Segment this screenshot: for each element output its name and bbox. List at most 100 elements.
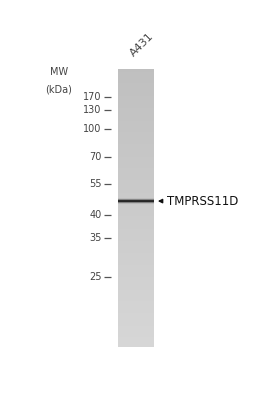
Bar [117, 244, 154, 246]
Bar [117, 100, 154, 102]
Bar [117, 174, 154, 176]
Bar [117, 320, 154, 322]
Bar [117, 169, 154, 171]
Bar [117, 173, 154, 175]
Bar [117, 280, 154, 282]
Bar [117, 165, 154, 166]
Bar [117, 83, 154, 85]
Bar [117, 96, 154, 97]
Bar [117, 200, 154, 201]
Bar [117, 258, 154, 260]
Bar [117, 69, 154, 71]
Bar [117, 290, 154, 291]
Bar [117, 286, 154, 287]
Bar [117, 306, 154, 308]
Bar [117, 101, 154, 103]
Bar [117, 269, 154, 270]
Bar [117, 299, 154, 301]
Bar [117, 291, 154, 293]
Bar [117, 327, 154, 329]
Text: 70: 70 [89, 152, 101, 162]
Bar [117, 211, 154, 212]
Text: 130: 130 [83, 105, 101, 115]
Bar [117, 309, 154, 311]
Bar [117, 278, 154, 280]
Bar [117, 301, 154, 302]
Bar [117, 112, 154, 114]
Bar [117, 240, 154, 242]
Bar [117, 324, 154, 326]
Bar [117, 194, 154, 196]
Bar [117, 170, 154, 172]
Bar [117, 202, 154, 204]
Bar [117, 76, 154, 78]
Bar [117, 86, 154, 88]
Bar [117, 198, 154, 200]
Bar [117, 341, 154, 343]
Bar [117, 164, 154, 165]
Bar [117, 251, 154, 252]
Bar [117, 197, 154, 198]
Bar [117, 342, 154, 344]
Bar [117, 294, 154, 296]
Bar [117, 71, 154, 72]
Bar [117, 143, 154, 144]
Bar [117, 155, 154, 157]
Bar [117, 188, 154, 190]
Bar [117, 79, 154, 81]
Bar [117, 120, 154, 122]
Bar [117, 156, 154, 158]
Bar [117, 229, 154, 230]
Bar [117, 97, 154, 99]
Bar [117, 150, 154, 151]
Bar [117, 122, 154, 124]
Bar [117, 272, 154, 273]
Bar [117, 87, 154, 89]
Bar [117, 93, 154, 94]
Text: A431: A431 [129, 31, 156, 59]
Text: 35: 35 [89, 233, 101, 243]
Bar [117, 220, 154, 222]
Bar [117, 186, 154, 187]
Bar [117, 75, 154, 76]
Bar [117, 262, 154, 264]
Bar [117, 158, 154, 160]
Bar [117, 265, 154, 266]
Bar [117, 128, 154, 129]
Bar [117, 187, 154, 189]
Bar [117, 247, 154, 248]
Bar [117, 292, 154, 294]
Bar [117, 172, 154, 174]
Bar [117, 159, 154, 161]
Bar [117, 330, 154, 332]
Text: 25: 25 [89, 272, 101, 282]
Bar [117, 344, 154, 345]
Bar [117, 308, 154, 309]
Bar [117, 313, 154, 315]
Bar [117, 94, 154, 96]
Bar [117, 242, 154, 244]
Text: MW: MW [50, 67, 68, 77]
Bar [117, 312, 154, 314]
Bar [117, 248, 154, 250]
Text: 40: 40 [89, 210, 101, 220]
Bar [117, 129, 154, 130]
Bar [117, 82, 154, 84]
Bar [117, 183, 154, 184]
Bar [117, 281, 154, 283]
Bar [117, 107, 154, 108]
Bar [117, 209, 154, 211]
Bar [117, 252, 154, 254]
Text: 170: 170 [83, 92, 101, 102]
Bar [117, 233, 154, 234]
Bar [117, 147, 154, 148]
Bar [117, 193, 154, 194]
Bar [117, 338, 154, 340]
Bar [117, 180, 154, 182]
Bar [117, 345, 154, 347]
Bar [117, 168, 154, 169]
Bar [117, 268, 154, 269]
Bar [117, 328, 154, 330]
Bar [117, 166, 154, 168]
Bar [117, 161, 154, 162]
